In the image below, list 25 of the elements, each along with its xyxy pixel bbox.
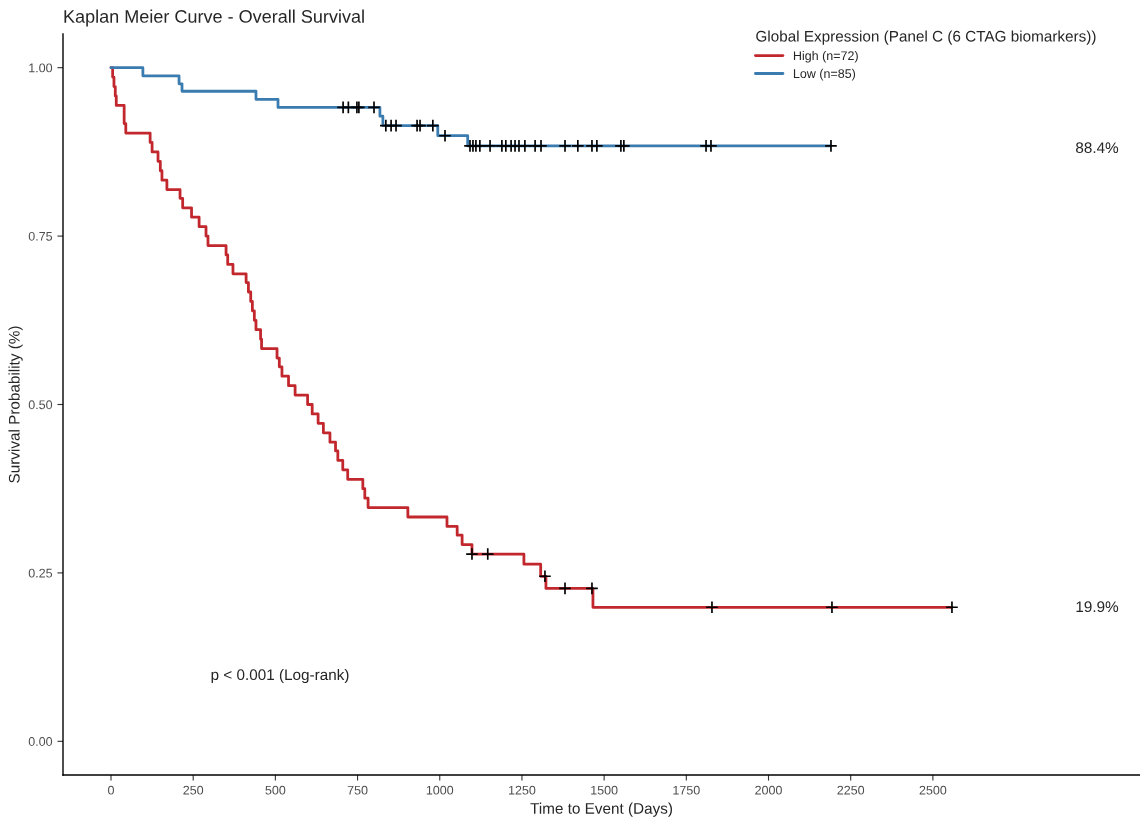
legend-label: Low (n=85) — [793, 68, 856, 81]
y-axis-title: Survival Probability (%) — [8, 326, 23, 483]
y-tick-label: 0.50 — [28, 400, 53, 410]
annotation: 88.4% — [1076, 142, 1119, 154]
x-tick-label: 1000 — [426, 785, 454, 795]
y-tick-label: 0.25 — [28, 568, 53, 578]
x-tick-label: 500 — [265, 785, 286, 795]
x-tick-label: 1500 — [591, 785, 618, 795]
x-axis-title: Time to Event (Days) — [530, 802, 673, 817]
y-tick-label: 0.00 — [28, 737, 53, 746]
y-tick-label: 1.00 — [29, 63, 53, 73]
x-tick-label: 750 — [347, 785, 368, 795]
y-tick-label: 0.75 — [28, 231, 53, 241]
chart-title: Kaplan Meier Curve - Overall Survival — [64, 9, 364, 27]
annotation: p < 0.001 (Log-rank) — [211, 668, 349, 684]
x-tick-label: 1750 — [673, 785, 700, 795]
x-tick-label: 2500 — [919, 785, 947, 795]
x-tick-label: 0 — [108, 785, 114, 795]
x-tick-label: 250 — [183, 785, 204, 795]
x-tick-label: 1250 — [508, 785, 536, 795]
legend-label: High (n=72) — [793, 50, 858, 63]
x-tick-label: 2250 — [837, 785, 865, 795]
annotation: 19.9% — [1076, 601, 1119, 613]
x-tick-label: 2000 — [755, 785, 782, 795]
legend-title: Global Expression (Panel C (6 CTAG biomarkers)) — [756, 30, 1096, 45]
